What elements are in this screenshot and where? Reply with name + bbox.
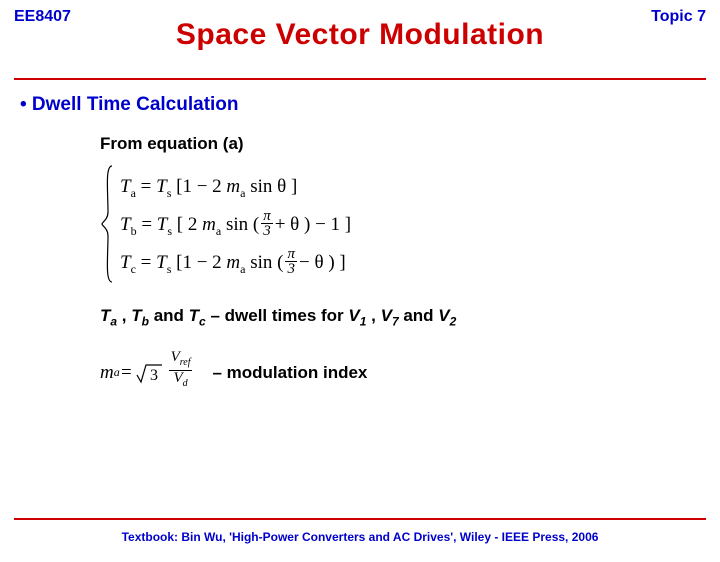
equation-ta: Ta = Ts [1 − 2 ma sin θ ] — [120, 168, 351, 206]
modulation-index-row: ma = 3 Vref Vd – modulation index — [100, 352, 700, 393]
slide-title: Space Vector Modulation — [0, 18, 720, 52]
left-brace-icon — [100, 164, 116, 284]
content-area: • Dwell Time Calculation From equation (… — [0, 80, 720, 393]
modulation-equation: ma = 3 Vref Vd — [100, 352, 194, 393]
from-equation-label: From equation (a) — [100, 134, 700, 154]
equation-tb: Tb = Ts [ 2 ma sin (π3+ θ ) − 1 ] — [120, 206, 351, 244]
section-heading: • Dwell Time Calculation — [20, 94, 700, 116]
sqrt-icon: 3 — [136, 362, 162, 384]
equation-tc: Tc = Ts [1 − 2 ma sin (π3− θ ) ] — [120, 244, 351, 282]
sqrt-value: 3 — [150, 367, 158, 384]
footer-citation: Textbook: Bin Wu, 'High-Power Converters… — [0, 530, 720, 544]
dwell-times-label: Ta , Tb and Tc – dwell times for V1 , V7… — [100, 306, 700, 328]
divider-bottom — [14, 518, 706, 520]
equations-block: Ta = Ts [1 − 2 ma sin θ ] Tb = Ts [ 2 ma… — [100, 168, 700, 284]
modulation-index-label: – modulation index — [212, 363, 367, 383]
